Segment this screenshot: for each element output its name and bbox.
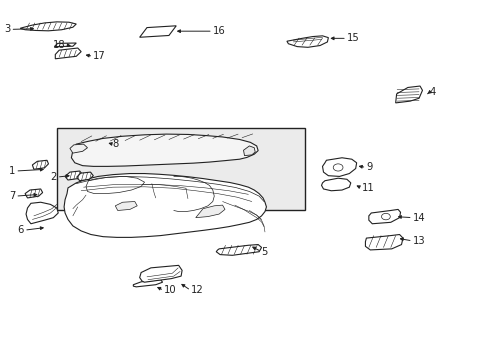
Polygon shape — [115, 202, 137, 211]
Polygon shape — [140, 26, 176, 37]
Polygon shape — [70, 144, 87, 153]
Polygon shape — [77, 172, 93, 181]
FancyBboxPatch shape — [57, 128, 305, 211]
Text: 5: 5 — [261, 247, 267, 257]
Polygon shape — [55, 48, 81, 59]
Polygon shape — [140, 265, 182, 282]
Polygon shape — [26, 202, 58, 224]
Polygon shape — [216, 244, 261, 255]
Polygon shape — [243, 146, 255, 156]
Polygon shape — [322, 158, 356, 176]
Polygon shape — [32, 160, 48, 169]
Text: 17: 17 — [93, 51, 106, 61]
Polygon shape — [20, 22, 76, 31]
Polygon shape — [54, 43, 76, 46]
Text: 6: 6 — [18, 225, 24, 235]
Polygon shape — [321, 178, 350, 191]
Text: 18: 18 — [52, 40, 65, 50]
Text: 16: 16 — [212, 26, 225, 36]
Text: 4: 4 — [429, 87, 435, 97]
Polygon shape — [65, 171, 82, 180]
Text: 9: 9 — [366, 162, 372, 172]
Polygon shape — [365, 234, 402, 250]
Text: 12: 12 — [190, 285, 203, 296]
Text: 2: 2 — [50, 172, 57, 182]
Text: 15: 15 — [346, 33, 359, 43]
Polygon shape — [395, 86, 422, 103]
Polygon shape — [25, 189, 42, 198]
Text: 10: 10 — [163, 285, 176, 296]
Text: 13: 13 — [412, 236, 425, 246]
Text: 1: 1 — [9, 166, 15, 176]
Polygon shape — [195, 205, 224, 218]
Polygon shape — [368, 210, 400, 224]
Text: 8: 8 — [113, 139, 119, 149]
Polygon shape — [64, 174, 266, 237]
Polygon shape — [133, 280, 162, 287]
Text: 3: 3 — [4, 24, 10, 35]
Text: 7: 7 — [9, 191, 15, 201]
Text: 14: 14 — [412, 213, 425, 222]
Polygon shape — [286, 36, 328, 47]
Polygon shape — [71, 134, 258, 166]
Text: 11: 11 — [361, 183, 373, 193]
